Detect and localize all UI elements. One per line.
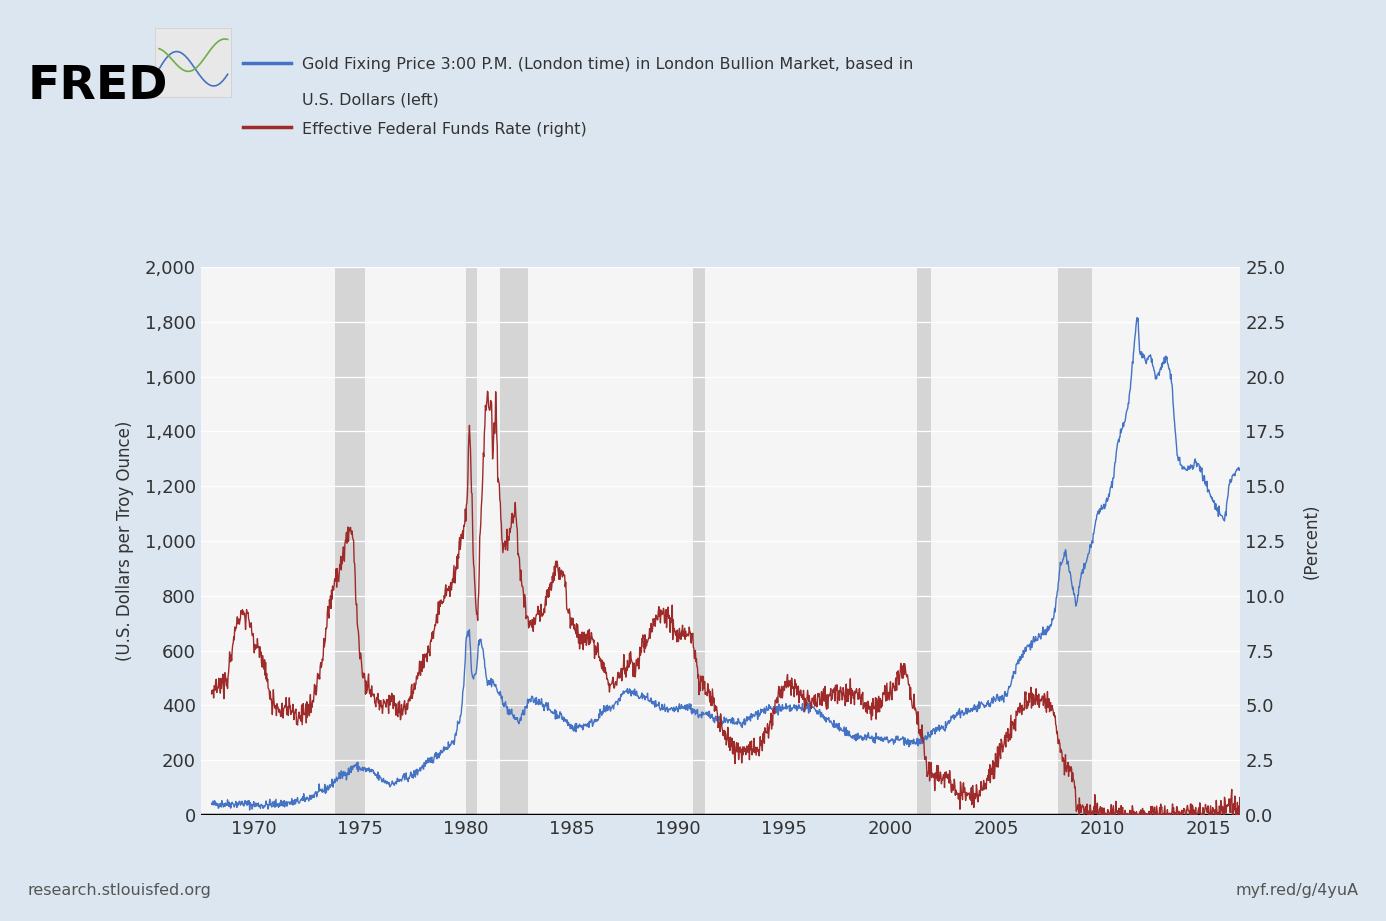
Text: research.stlouisfed.org: research.stlouisfed.org (28, 883, 212, 898)
Text: U.S. Dollars (left): U.S. Dollars (left) (302, 92, 439, 107)
Text: myf.red/g/4yuA: myf.red/g/4yuA (1235, 883, 1358, 898)
Bar (500, 267, 528, 815)
Bar (918, 267, 931, 815)
Y-axis label: (U.S. Dollars per Troy Ounce): (U.S. Dollars per Troy Ounce) (116, 421, 134, 661)
Text: Gold Fixing Price 3:00 P.M. (London time) in London Bullion Market, based in: Gold Fixing Price 3:00 P.M. (London time… (302, 57, 913, 72)
Text: FRED: FRED (28, 64, 168, 110)
Bar (693, 267, 705, 815)
Bar (1059, 267, 1092, 815)
Text: Effective Federal Funds Rate (right): Effective Federal Funds Rate (right) (302, 122, 586, 137)
Bar (335, 267, 366, 815)
Y-axis label: (Percent): (Percent) (1303, 504, 1321, 578)
Bar (466, 267, 477, 815)
